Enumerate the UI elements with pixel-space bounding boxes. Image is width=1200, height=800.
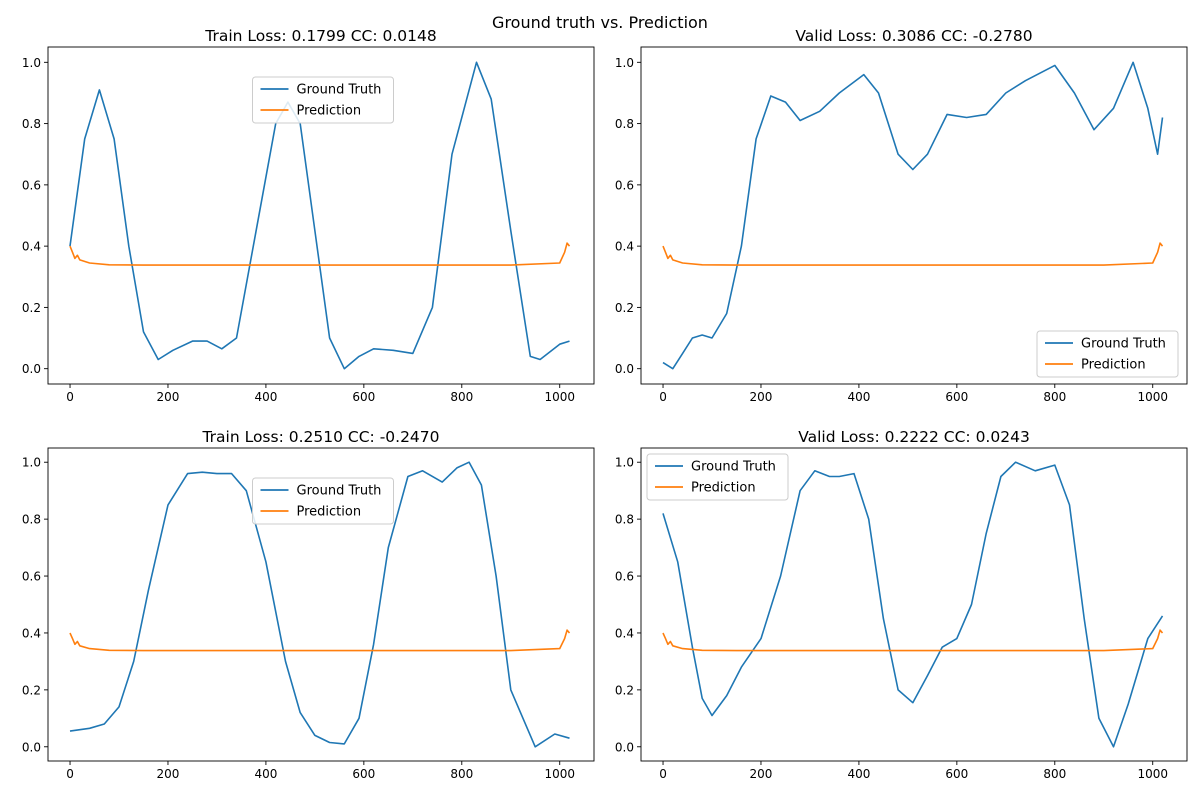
x-tick-label: 400 — [254, 767, 277, 781]
y-tick-label: 0.2 — [22, 683, 41, 697]
y-tick-label: 0.2 — [615, 683, 634, 697]
y-tick-label: 0.6 — [22, 570, 41, 584]
legend-label: Prediction — [691, 481, 756, 496]
y-tick-label: 0.6 — [22, 178, 41, 192]
x-tick-label: 200 — [157, 390, 180, 404]
subplot-1: Train Loss: 0.1799 CC: 0.0148 0 200 400 600 8… — [22, 27, 595, 404]
y-tick-label: 0.6 — [615, 178, 634, 192]
y-tick-label: 0.0 — [22, 362, 41, 376]
axes-frame — [640, 46, 1188, 385]
x-tick-label: 400 — [847, 767, 870, 781]
series-line-ground-truth — [662, 61, 1164, 370]
subplot-3: Train Loss: 0.2510 CC: -0.2470 0 200 400 600… — [22, 428, 595, 781]
x-tick-label: 0 — [66, 390, 74, 404]
axes-frame — [640, 447, 1188, 762]
y-tick-label: 0.8 — [22, 117, 41, 131]
series-line-prediction — [662, 629, 1164, 652]
y-tick-label: 0.4 — [615, 240, 634, 254]
legend-label: Prediction — [297, 104, 362, 119]
figure-suptitle: Ground truth vs. Prediction — [492, 13, 708, 32]
y-tick-label: 0.0 — [615, 362, 634, 376]
subplot-title: Valid Loss: 0.3086 CC: -0.2780 — [795, 27, 1032, 45]
x-tick-label: 200 — [157, 767, 180, 781]
x-tick-label: 800 — [450, 767, 473, 781]
y-tick-label: 0.2 — [22, 301, 41, 315]
subplot-2: Valid Loss: 0.3086 CC: -0.2780 0 200 400 600… — [615, 27, 1188, 404]
subplot-4: Valid Loss: 0.2222 CC: 0.0243 0 200 400 600 8… — [615, 428, 1188, 781]
legend: Ground Truth Prediction — [252, 76, 394, 124]
x-tick-label: 400 — [254, 390, 277, 404]
x-tick-label: 600 — [352, 390, 375, 404]
y-tick-label: 1.0 — [615, 456, 634, 470]
legend: Ground Truth Prediction — [252, 477, 394, 525]
x-tick-label: 1000 — [1137, 390, 1168, 404]
y-tick-label: 0.6 — [615, 570, 634, 584]
y-tick-label: 0.4 — [22, 240, 41, 254]
legend-label: Ground Truth — [297, 83, 382, 98]
y-tick-label: 0.0 — [22, 740, 41, 754]
series-line-ground-truth — [662, 461, 1164, 748]
x-tick-label: 0 — [659, 767, 667, 781]
x-tick-label: 1000 — [544, 390, 575, 404]
y-tick-label: 0.0 — [615, 740, 634, 754]
x-tick-label: 600 — [945, 390, 968, 404]
axes-frame — [47, 46, 595, 385]
legend: Ground Truth Prediction — [1036, 330, 1179, 378]
series-line-prediction — [69, 629, 571, 652]
x-tick-label: 600 — [352, 767, 375, 781]
axes-frame — [47, 447, 595, 762]
y-tick-label: 0.4 — [615, 626, 634, 640]
subplot-title: Train Loss: 0.2510 CC: -0.2470 — [201, 428, 439, 446]
x-tick-label: 800 — [450, 390, 473, 404]
x-tick-label: 1000 — [544, 767, 575, 781]
series-line-prediction — [662, 242, 1164, 266]
legend: Ground Truth Prediction — [646, 453, 789, 501]
x-tick-label: 600 — [945, 767, 968, 781]
x-tick-label: 200 — [750, 390, 773, 404]
x-tick-label: 400 — [847, 390, 870, 404]
subplot-title: Valid Loss: 0.2222 CC: 0.0243 — [798, 428, 1030, 446]
x-tick-label: 800 — [1043, 767, 1066, 781]
x-tick-label: 1000 — [1137, 767, 1168, 781]
x-tick-label: 200 — [750, 767, 773, 781]
legend-label: Ground Truth — [691, 460, 776, 475]
y-tick-label: 0.4 — [22, 626, 41, 640]
legend-label: Ground Truth — [297, 484, 382, 499]
subplot-title: Train Loss: 0.1799 CC: 0.0148 — [204, 27, 436, 45]
y-tick-label: 0.8 — [615, 513, 634, 527]
x-tick-label: 0 — [66, 767, 74, 781]
legend-label: Ground Truth — [1081, 337, 1166, 352]
series-line-prediction — [69, 242, 571, 266]
y-tick-label: 1.0 — [615, 56, 634, 70]
legend-label: Prediction — [297, 505, 362, 520]
y-tick-label: 0.2 — [615, 301, 634, 315]
y-tick-label: 1.0 — [22, 456, 41, 470]
y-tick-label: 0.8 — [615, 117, 634, 131]
x-tick-label: 800 — [1043, 390, 1066, 404]
y-tick-label: 1.0 — [22, 56, 41, 70]
x-tick-label: 0 — [659, 390, 667, 404]
series-line-ground-truth — [69, 461, 570, 748]
legend-label: Prediction — [1081, 358, 1146, 373]
y-tick-label: 0.8 — [22, 513, 41, 527]
series-line-ground-truth — [69, 61, 570, 370]
